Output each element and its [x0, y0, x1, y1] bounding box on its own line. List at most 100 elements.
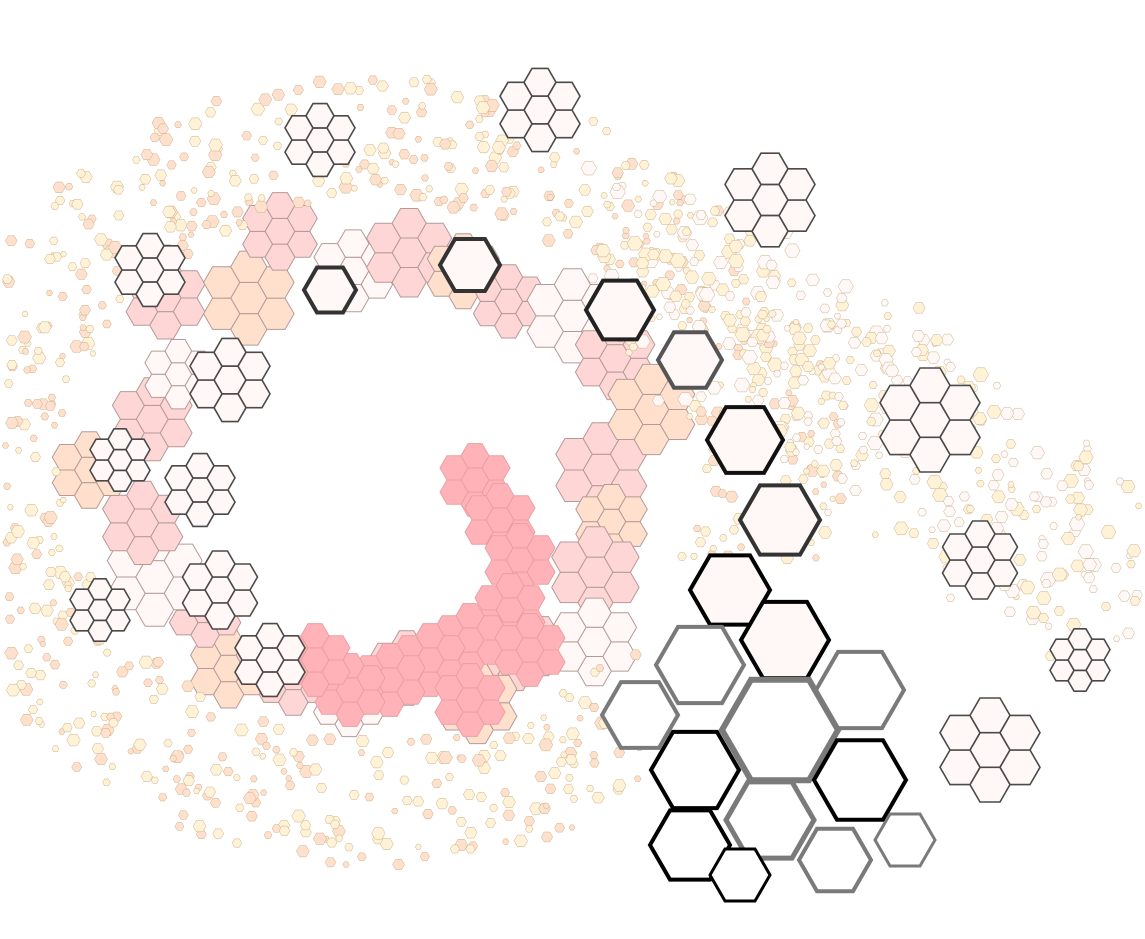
tiny-cream-hexagon — [746, 362, 762, 376]
inner-pink-hexagon — [481, 455, 511, 481]
tiny-cream-hexagon — [398, 149, 411, 160]
tiny-cream-hexagon — [108, 718, 119, 728]
tiny-cream-hexagon — [449, 844, 460, 854]
tiny-cream-hexagon — [39, 641, 47, 647]
tiny-cream-hexagon — [777, 397, 792, 409]
tiny-cream-hexagon — [355, 735, 370, 748]
tiny-cream-hexagon — [912, 302, 926, 314]
tiny-cream-hexagon — [193, 788, 200, 795]
pink-hexagon-cluster — [618, 496, 648, 523]
spiral-large-hexagon — [583, 278, 657, 342]
tiny-cream-hexagon — [695, 406, 707, 417]
tiny-cream-hexagon — [7, 504, 14, 511]
tiny-cream-hexagon — [439, 138, 452, 150]
tiny-cream-hexagon — [47, 393, 57, 402]
tiny-cream-hexagon — [641, 180, 649, 187]
tiny-cream-hexagon — [274, 117, 283, 126]
tiny-cream-hexagon — [872, 349, 882, 358]
tiny-cream-hexagon — [435, 797, 449, 810]
tiny-cream-hexagon — [158, 793, 168, 802]
tiny-cream-hexagon — [1037, 539, 1049, 549]
outlined-hexagon-cluster — [164, 489, 194, 516]
tiny-cream-hexagon — [1013, 554, 1027, 566]
tiny-cream-hexagon — [38, 321, 52, 334]
tiny-cream-hexagon — [580, 161, 597, 176]
tiny-cream-hexagon — [4, 646, 19, 660]
tiny-cream-hexagon — [49, 659, 61, 670]
tiny-cream-hexagon — [207, 190, 215, 197]
tiny-cream-hexagon — [974, 467, 983, 474]
tiny-cream-hexagon — [489, 741, 499, 749]
tiny-cream-hexagon — [699, 287, 716, 302]
tiny-cream-hexagon — [644, 209, 657, 220]
tiny-cream-hexagon — [1082, 439, 1091, 447]
tiny-cream-hexagon — [634, 195, 642, 203]
tiny-cream-hexagon — [50, 422, 59, 429]
tiny-cream-hexagon — [181, 680, 195, 692]
tiny-cream-hexagon — [803, 417, 813, 426]
tiny-cream-hexagon — [292, 85, 304, 95]
tiny-cream-hexagon — [540, 714, 548, 721]
tiny-cream-hexagon — [241, 131, 252, 141]
tiny-cream-hexagon — [677, 552, 687, 561]
tiny-cream-hexagon — [220, 211, 228, 219]
tiny-cream-hexagon — [695, 391, 707, 402]
tiny-cream-hexagon — [628, 257, 640, 268]
tiny-cream-hexagon — [822, 357, 837, 370]
tiny-cream-hexagon — [182, 788, 191, 797]
tiny-cream-hexagon — [611, 167, 624, 179]
tiny-cream-hexagon — [425, 185, 434, 193]
tiny-cream-hexagon — [140, 149, 153, 161]
tiny-cream-hexagon — [163, 739, 173, 748]
tiny-cream-hexagon — [64, 183, 74, 191]
tiny-cream-hexagon — [588, 116, 599, 126]
tiny-cream-hexagon — [917, 508, 927, 517]
tiny-cream-hexagon — [415, 843, 422, 850]
large-outline-hexagon — [653, 624, 747, 706]
tiny-cream-hexagon — [695, 210, 707, 220]
spiral-large-hexagon — [301, 265, 359, 315]
outlined-hexagon-cluster — [181, 589, 214, 617]
tiny-cream-hexagon — [34, 670, 47, 681]
tiny-cream-hexagon — [841, 376, 852, 385]
tiny-cream-hexagon — [1120, 480, 1136, 493]
tiny-cream-hexagon — [559, 736, 567, 744]
tiny-cream-hexagon — [879, 468, 892, 479]
tiny-cream-hexagon — [836, 473, 848, 484]
tiny-cream-hexagon — [113, 185, 124, 195]
tiny-cream-hexagon — [1065, 494, 1076, 504]
tiny-cream-hexagon — [502, 732, 516, 744]
tiny-cream-hexagon — [159, 180, 167, 187]
tiny-cream-hexagon — [179, 152, 189, 162]
tiny-cream-hexagon — [17, 330, 32, 344]
tiny-cream-hexagon — [719, 534, 728, 542]
tiny-cream-hexagon — [686, 317, 694, 324]
tiny-cream-hexagon — [188, 117, 203, 130]
tiny-cream-hexagon — [784, 243, 801, 258]
tiny-cream-hexagon — [681, 227, 692, 236]
tiny-cream-hexagon — [76, 169, 86, 178]
tiny-cream-hexagon — [392, 859, 405, 870]
tiny-cream-hexagon — [563, 784, 575, 794]
tiny-cream-hexagon — [474, 132, 485, 141]
tiny-cream-hexagon — [994, 510, 1009, 523]
pink-hexagon-cluster — [602, 612, 638, 643]
tiny-cream-hexagon — [57, 409, 67, 417]
tiny-cream-hexagon — [612, 183, 622, 191]
tiny-cream-hexagon — [787, 278, 797, 287]
outlined-hexagon-cluster — [499, 109, 533, 139]
tiny-cream-hexagon — [824, 508, 832, 516]
tiny-cream-hexagon — [893, 521, 909, 536]
tiny-cream-hexagon — [565, 754, 578, 766]
tiny-cream-hexagon — [779, 455, 789, 463]
tiny-cream-hexagon — [484, 160, 499, 172]
tiny-cream-hexagon — [44, 401, 56, 411]
tiny-cream-hexagon — [6, 335, 18, 346]
tiny-cream-hexagon — [401, 97, 410, 105]
tiny-cream-hexagon — [175, 191, 187, 201]
tiny-cream-hexagon — [626, 236, 643, 251]
tiny-cream-hexagon — [795, 290, 806, 300]
tiny-cream-hexagon — [803, 443, 811, 450]
tiny-cream-hexagon — [162, 765, 170, 772]
tiny-cream-hexagon — [595, 664, 605, 672]
